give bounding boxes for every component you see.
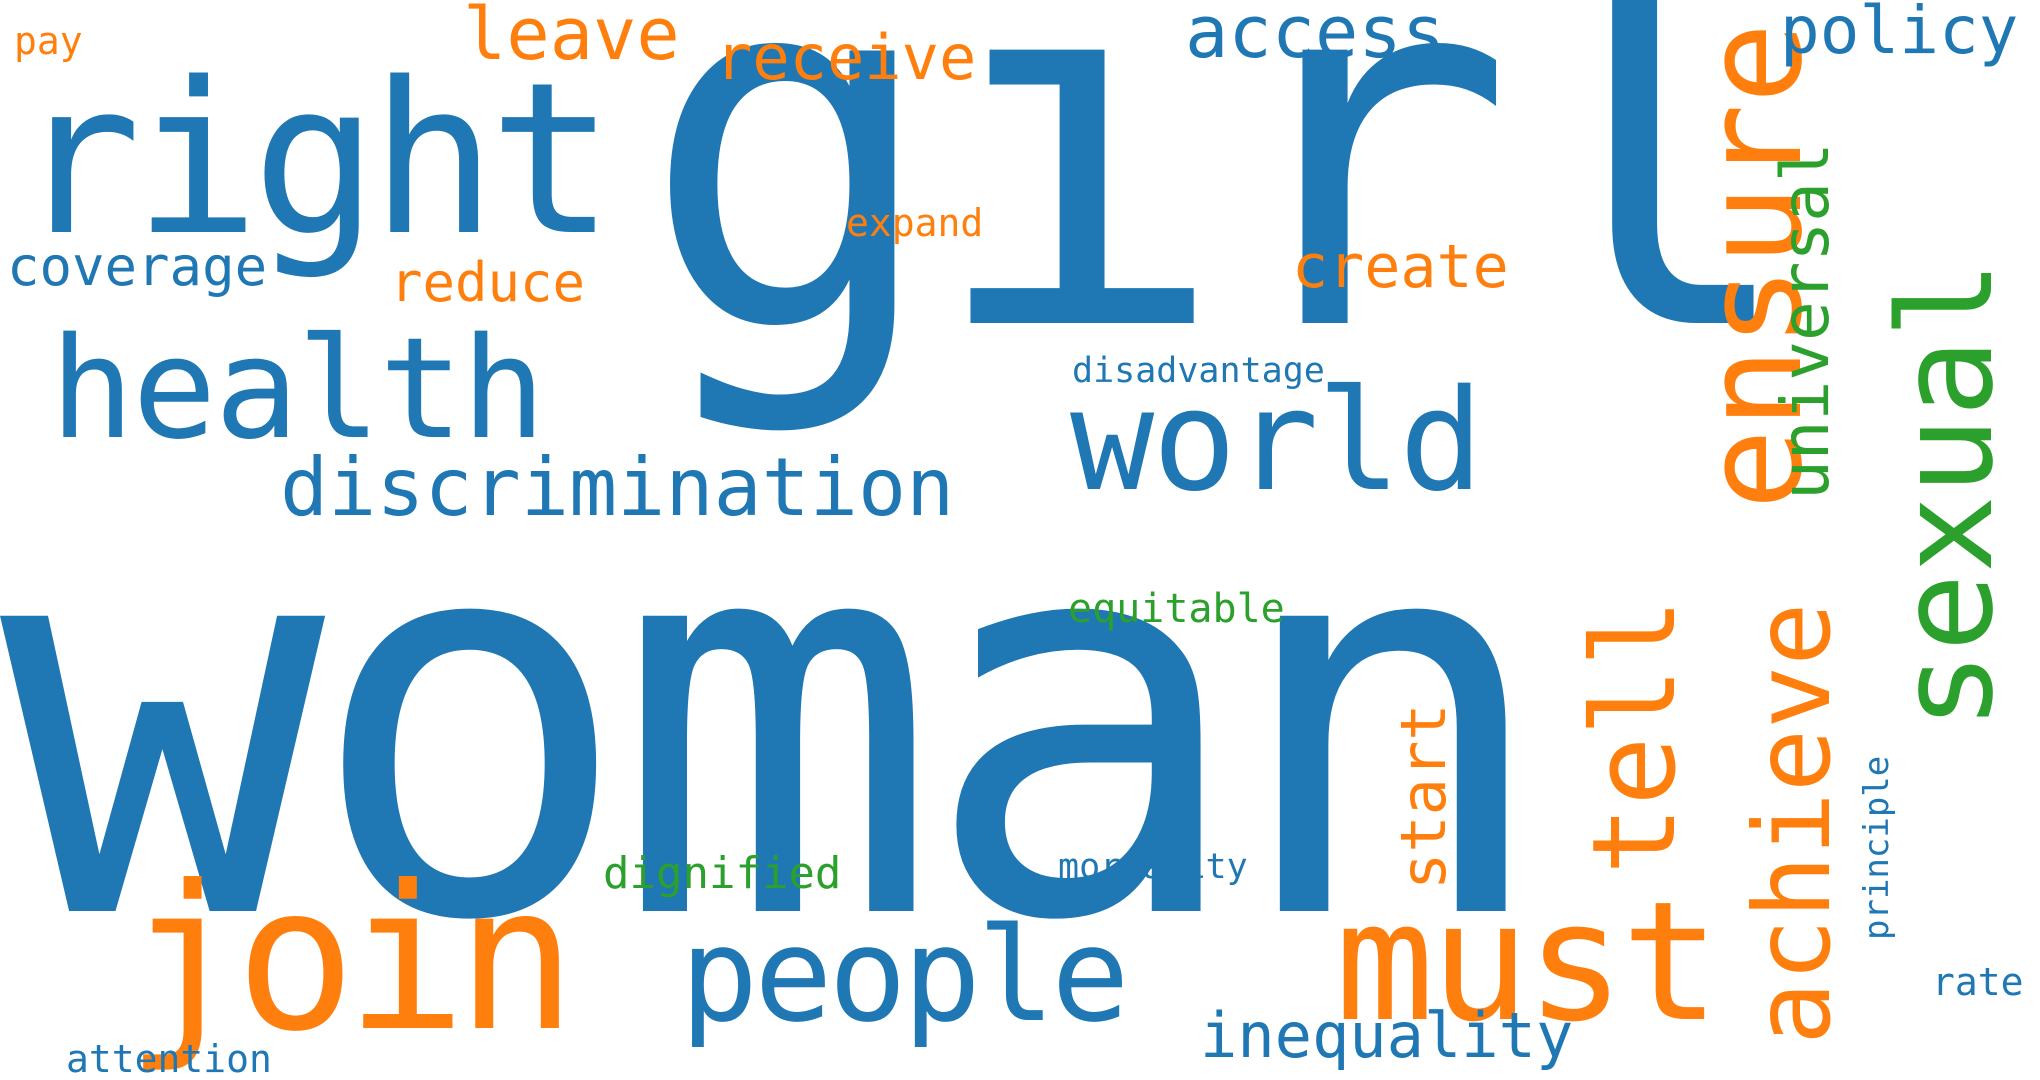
word-receive: receive <box>715 21 977 94</box>
word-universal: universal <box>1767 142 1844 500</box>
word-girl: girl <box>640 0 1802 441</box>
word-dignified: dignified <box>603 848 842 899</box>
word-woman: woman <box>0 411 1554 1039</box>
word-mortality: mortality <box>1058 847 1248 887</box>
word-coverage: coverage <box>7 235 268 298</box>
word-expand: expand <box>846 201 984 245</box>
word-create: create <box>1292 232 1509 302</box>
word-health: health <box>50 308 546 471</box>
word-start: start <box>1387 703 1460 890</box>
word-achieve: achieve <box>1732 602 1854 1045</box>
word-equitable: equitable <box>1068 586 1285 632</box>
word-pay: pay <box>14 19 83 63</box>
word-policy: policy <box>1780 0 2019 69</box>
word-tell: tell <box>1568 598 1702 875</box>
word-attention: attention <box>66 1037 272 1080</box>
word-principle: principle <box>1857 755 1897 940</box>
word-leave: leave <box>463 0 680 76</box>
word-must: must <box>1335 866 1720 1058</box>
word-people: people <box>680 899 1130 1051</box>
word-rate: rate <box>1932 960 2024 1004</box>
word-world: world <box>1070 360 1483 523</box>
word-join: join <box>125 843 577 1076</box>
word-right: right <box>15 37 615 282</box>
word-sexual: sexual <box>1870 260 2022 730</box>
word-inequality: inequality <box>1200 999 1574 1072</box>
word-discrimination: discrimination <box>280 441 955 534</box>
word-disadvantage: disadvantage <box>1072 351 1325 391</box>
word-access: access <box>1185 0 1446 74</box>
word-reduce: reduce <box>390 251 586 314</box>
